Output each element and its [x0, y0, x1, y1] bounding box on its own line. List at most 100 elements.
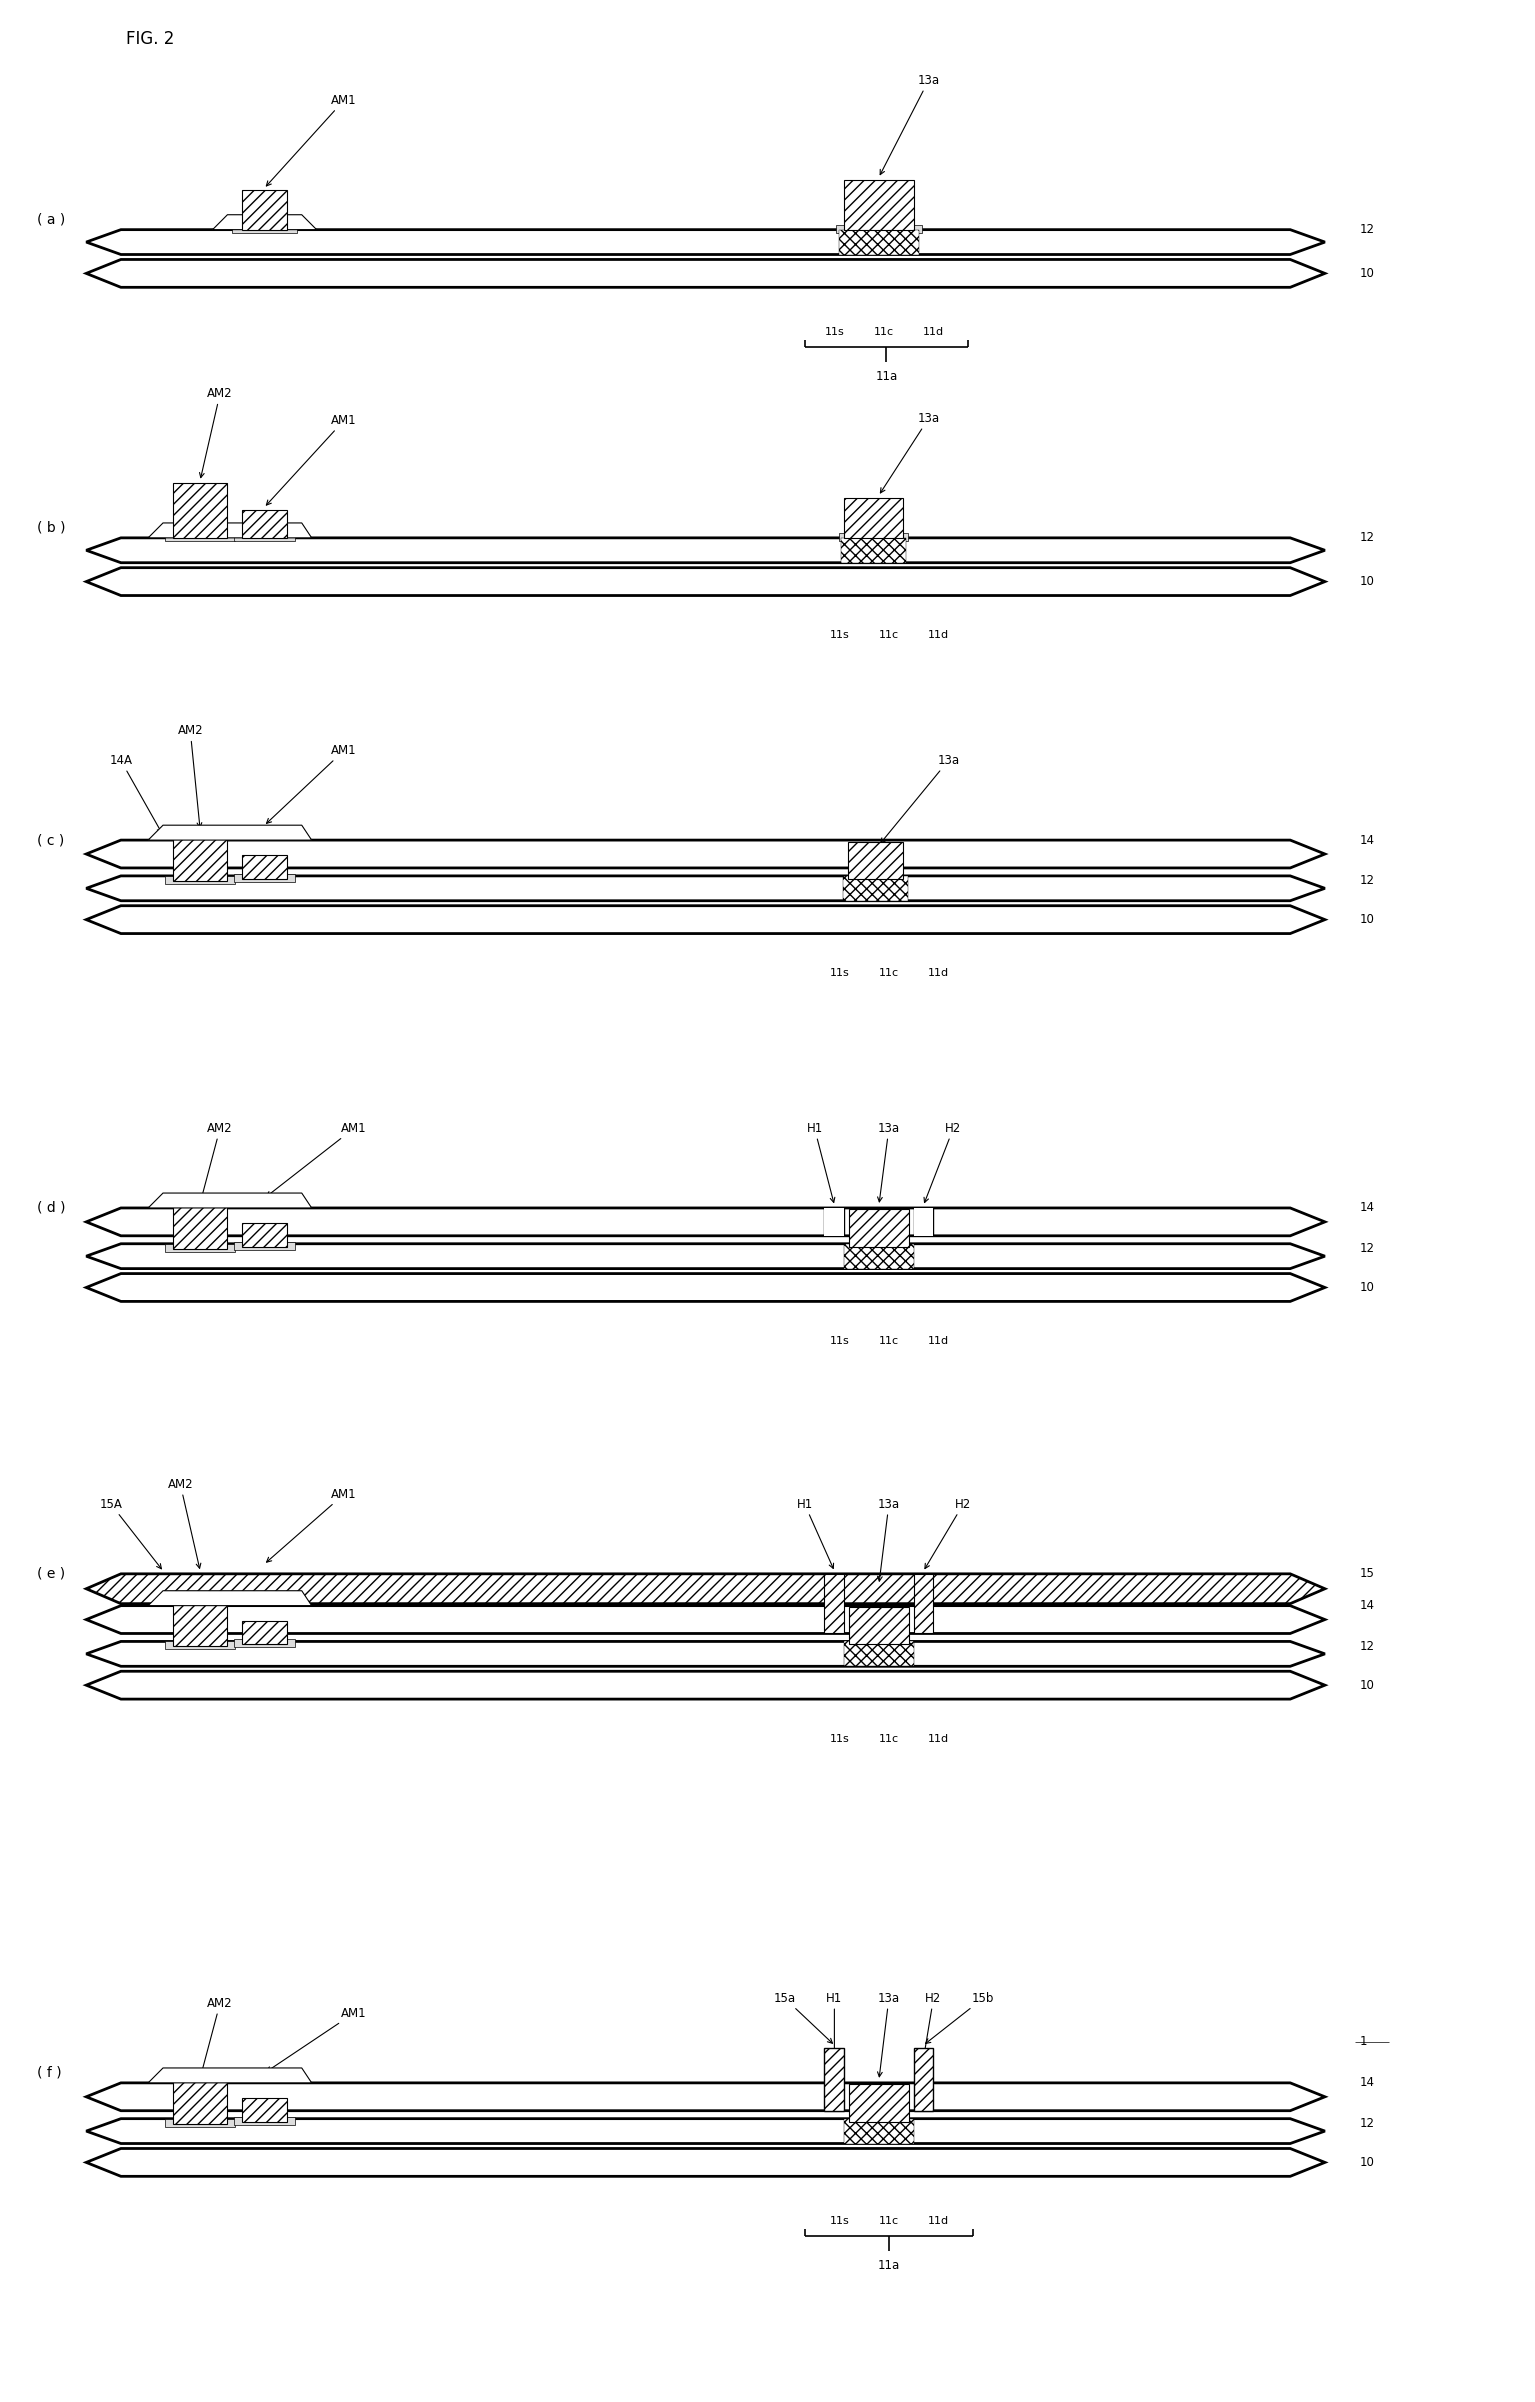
Bar: [844, 497, 903, 538]
Text: 11d: 11d: [927, 2217, 949, 2227]
Bar: [824, 1208, 844, 1235]
Bar: [232, 226, 296, 233]
Text: 10: 10: [1360, 913, 1374, 927]
Text: H1: H1: [826, 1991, 843, 2056]
Text: 11s: 11s: [829, 629, 849, 641]
Text: 11s: 11s: [829, 968, 849, 978]
Polygon shape: [86, 259, 1325, 288]
Text: 15a: 15a: [774, 1991, 832, 2044]
Polygon shape: [149, 2068, 312, 2083]
Text: 11c: 11c: [873, 327, 893, 336]
Text: 11d: 11d: [927, 1734, 949, 1744]
Text: 11c: 11c: [880, 629, 900, 641]
Text: 11c: 11c: [880, 2217, 900, 2227]
Bar: [844, 2119, 913, 2143]
Polygon shape: [86, 906, 1325, 934]
Bar: [173, 831, 227, 882]
Bar: [840, 231, 918, 255]
Text: 12: 12: [1360, 874, 1375, 886]
Bar: [173, 483, 227, 538]
Bar: [164, 1641, 235, 1650]
Text: AM2: AM2: [200, 1122, 233, 1201]
Polygon shape: [86, 2119, 1325, 2143]
Bar: [164, 877, 235, 884]
Text: 10: 10: [1360, 1679, 1374, 1691]
Text: ( b ): ( b ): [37, 521, 64, 536]
Polygon shape: [86, 2147, 1325, 2176]
Bar: [173, 1199, 227, 1249]
Text: ( f ): ( f ): [37, 2066, 61, 2080]
Text: 11a: 11a: [878, 2260, 900, 2272]
Bar: [173, 1597, 227, 1645]
Bar: [235, 1641, 295, 1648]
Text: 12: 12: [1360, 1641, 1375, 1653]
Text: 11d: 11d: [927, 629, 949, 641]
Bar: [843, 877, 909, 901]
Text: 14: 14: [1360, 833, 1375, 846]
Text: 11c: 11c: [880, 1336, 900, 1345]
Polygon shape: [86, 1208, 1325, 1235]
Text: FIG. 2: FIG. 2: [126, 29, 175, 48]
Text: 13a: 13a: [878, 1991, 900, 2078]
Polygon shape: [86, 877, 1325, 901]
Text: AM1: AM1: [267, 1487, 356, 1561]
Polygon shape: [212, 214, 316, 231]
Bar: [849, 1607, 909, 1645]
Text: AM1: AM1: [267, 1122, 367, 1196]
Bar: [164, 533, 235, 540]
Bar: [849, 1211, 909, 1247]
Polygon shape: [86, 567, 1325, 596]
Text: 11s: 11s: [824, 327, 844, 336]
Text: H1: H1: [806, 1122, 835, 1203]
Text: ( a ): ( a ): [37, 214, 64, 226]
Bar: [164, 1244, 235, 1251]
Bar: [235, 874, 295, 882]
Bar: [235, 533, 295, 540]
Text: 13a: 13a: [878, 1499, 900, 1581]
Text: 11a: 11a: [875, 370, 898, 384]
Text: 10: 10: [1360, 1280, 1374, 1295]
Bar: [913, 2049, 933, 2111]
Text: 13a: 13a: [878, 1122, 900, 1201]
Bar: [913, 1573, 933, 1633]
Polygon shape: [149, 1194, 312, 1208]
Text: AM1: AM1: [267, 413, 356, 504]
Text: 14: 14: [1360, 1201, 1375, 1215]
Text: 10: 10: [1360, 574, 1374, 588]
Polygon shape: [86, 841, 1325, 867]
Bar: [243, 2097, 287, 2121]
Text: 10: 10: [1360, 2157, 1374, 2169]
Bar: [164, 2119, 235, 2126]
Bar: [841, 538, 906, 562]
Bar: [837, 226, 921, 233]
Text: ( e ): ( e ): [37, 1566, 64, 1581]
Text: 15: 15: [1360, 1569, 1374, 1581]
Bar: [235, 1242, 295, 1249]
Text: H2: H2: [926, 1499, 972, 1569]
Text: 11s: 11s: [829, 1734, 849, 1744]
Text: 11c: 11c: [880, 968, 900, 978]
Polygon shape: [86, 1244, 1325, 1268]
Polygon shape: [149, 826, 312, 841]
Text: AM2: AM2: [167, 1477, 201, 1569]
Bar: [840, 533, 909, 540]
Polygon shape: [86, 1672, 1325, 1698]
Text: 11d: 11d: [927, 1336, 949, 1345]
Text: 14: 14: [1360, 2075, 1375, 2090]
Text: 15b: 15b: [926, 1991, 995, 2044]
Text: 12: 12: [1360, 531, 1375, 545]
Text: 11d: 11d: [927, 968, 949, 978]
Text: 14: 14: [1360, 1600, 1375, 1612]
Polygon shape: [86, 1605, 1325, 1633]
Text: 11c: 11c: [880, 1734, 900, 1744]
Text: 12: 12: [1360, 2116, 1375, 2131]
Text: H2: H2: [924, 1122, 961, 1203]
Text: 13a: 13a: [881, 754, 959, 843]
Text: AM2: AM2: [200, 1996, 233, 2075]
Polygon shape: [86, 1641, 1325, 1667]
Bar: [243, 509, 287, 538]
Polygon shape: [149, 1590, 312, 1605]
Text: H1: H1: [797, 1499, 834, 1569]
Bar: [243, 190, 287, 231]
Bar: [173, 2075, 227, 2123]
